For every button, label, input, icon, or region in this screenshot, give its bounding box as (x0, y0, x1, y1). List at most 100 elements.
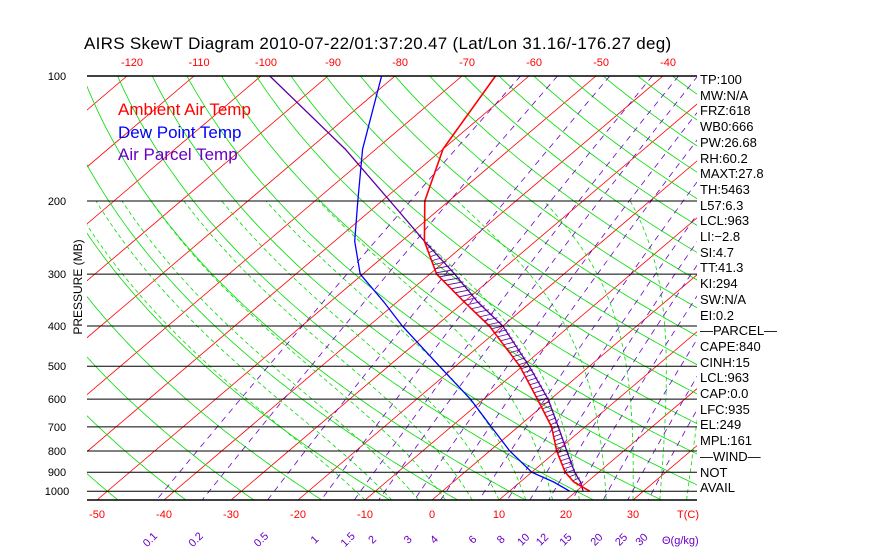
mixing-ratio-axis-label: Θ(g/kg) (662, 535, 699, 547)
top-temp-tick-label: -40 (660, 57, 676, 69)
top-temp-tick-label: -100 (255, 57, 277, 69)
mixing-ratio-line (440, 139, 697, 500)
stat-item: RH:60.2 (700, 150, 748, 166)
cape-hatch-line (558, 453, 570, 458)
dry-adiabat-line (87, 473, 119, 500)
moist-adiabat-line (629, 200, 667, 500)
top-temp-tick-label: -70 (459, 57, 475, 69)
isotherm-line (431, 274, 697, 500)
isotherm-line (163, 76, 664, 500)
isotherm-line (87, 76, 530, 453)
isotherm-line (87, 76, 463, 396)
dry-adiabat-line (87, 415, 187, 500)
bottom-temp-tick-label: 0 (429, 509, 435, 521)
pressure-tick-label: 400 (48, 321, 66, 333)
isotherm-line (87, 76, 329, 282)
mixing-ratio-line (414, 112, 697, 500)
isotherm-line (96, 76, 597, 500)
chart-title: AIRS SkewT Diagram 2010-07-22/01:37:20.4… (84, 34, 672, 53)
mixing-ratio-line (478, 181, 697, 500)
mixing-ratio-tick-label: 1 (309, 534, 322, 547)
mixing-ratio-tick-label: 0.1 (141, 530, 160, 549)
stat-item: LCL:963 (700, 213, 750, 229)
bottom-temp-tick-label: 10 (493, 509, 505, 521)
stat-item: LFC:935 (700, 401, 750, 417)
stat-item: MPL:161 (700, 433, 753, 449)
dewpoint-line (354, 76, 571, 492)
dry-adiabat-line (117, 76, 594, 500)
dry-adiabat-line (186, 76, 697, 486)
legend-ambient-temp: Ambient Air Temp (118, 100, 251, 119)
y-axis-label: PRESSURE (MB) (71, 239, 85, 335)
isotherm-line (87, 76, 128, 111)
stat-item: WB0:666 (700, 119, 754, 135)
mixing-ratio-tick-label: 3 (402, 534, 415, 547)
moist-adiabat-line (150, 200, 446, 500)
mixing-ratio-tick-label: 4 (428, 534, 441, 547)
isotherm-line (87, 76, 262, 225)
mixing-ratio-tick-label: 0.5 (252, 530, 271, 549)
moist-adiabat-line (121, 200, 419, 500)
dry-adiabat-line (811, 76, 870, 500)
cape-hatch-line (560, 457, 571, 462)
mixing-ratio-tick-label: 30 (634, 531, 651, 548)
plot-area (87, 76, 870, 500)
pressure-tick-label: 600 (48, 394, 66, 406)
moist-adiabat-line (183, 200, 473, 500)
stat-item: —WIND— (700, 448, 761, 464)
dry-adiabat-line (221, 76, 697, 455)
bottom-temp-tick-label: 30 (627, 509, 639, 521)
bottom-temp-tick-label: 20 (560, 509, 572, 521)
dry-adiabat-line (87, 296, 323, 500)
cape-hatch-line (562, 461, 572, 466)
bottom-temp-tick-label: -30 (223, 509, 239, 521)
x-axis-label: T(C) (677, 509, 699, 521)
isotherm-line (230, 103, 697, 500)
pressure-tick-label: 200 (48, 196, 66, 208)
mixing-ratio-line (378, 76, 697, 500)
top-temp-tick-label: -80 (392, 57, 408, 69)
parcel-line (269, 76, 584, 492)
pressure-tick-label: 500 (48, 361, 66, 373)
mixing-ratio-line (506, 213, 697, 500)
moist-adiabat-line (95, 200, 393, 500)
mixing-ratio-tick-label: 15 (557, 531, 574, 548)
pressure-tick-label: 900 (48, 467, 66, 479)
mixing-ratio-line (548, 264, 697, 500)
bottom-temp-tick-label: -40 (156, 509, 172, 521)
isotherm-line (87, 76, 195, 168)
stat-item: CAP:0.0 (700, 386, 749, 401)
mixing-ratio-line (647, 408, 697, 500)
cape-hatch-line (556, 445, 567, 450)
dry-adiabat-line (742, 76, 870, 500)
moist-adiabat-line (87, 224, 366, 500)
stat-item: EL:249 (700, 417, 742, 433)
stat-item: MW:N/A (700, 87, 749, 103)
mixing-ratio-tick-label: 0.2 (187, 530, 206, 549)
stat-item: CINH:15 (700, 354, 750, 370)
mixing-ratio-line (627, 375, 697, 500)
dry-adiabat-line (290, 76, 697, 395)
top-temp-tick-label: -60 (526, 57, 542, 69)
bottom-temp-tick-label: -20 (290, 509, 306, 521)
top-temp-tick-label: -110 (188, 57, 209, 69)
mixing-ratio-line (201, 76, 558, 500)
dry-adiabat-line (87, 85, 526, 500)
bottom-temp-tick-label: -10 (357, 509, 373, 521)
stat-item: TT:41.3 (700, 260, 744, 276)
mixing-ratio-line (156, 76, 521, 500)
mixing-ratio-line (320, 76, 653, 500)
stat-item: SW:N/A (700, 291, 746, 307)
stat-item: EI:0.2 (700, 307, 734, 323)
dry-adiabat-line (255, 76, 697, 425)
stat-item: MAXT:27.8 (700, 166, 764, 182)
stat-item: LCL:963 (700, 370, 750, 386)
mixing-ratio-tick-label: 20 (588, 531, 605, 548)
mixing-ratio-line (529, 241, 697, 500)
mixing-ratio-tick-label: 25 (613, 531, 630, 548)
stat-item: —PARCEL— (700, 323, 778, 339)
dry-adiabat-line (325, 76, 697, 366)
mixing-ratio-tick-label: 2 (366, 534, 379, 547)
dry-adiabat-line (87, 232, 391, 500)
